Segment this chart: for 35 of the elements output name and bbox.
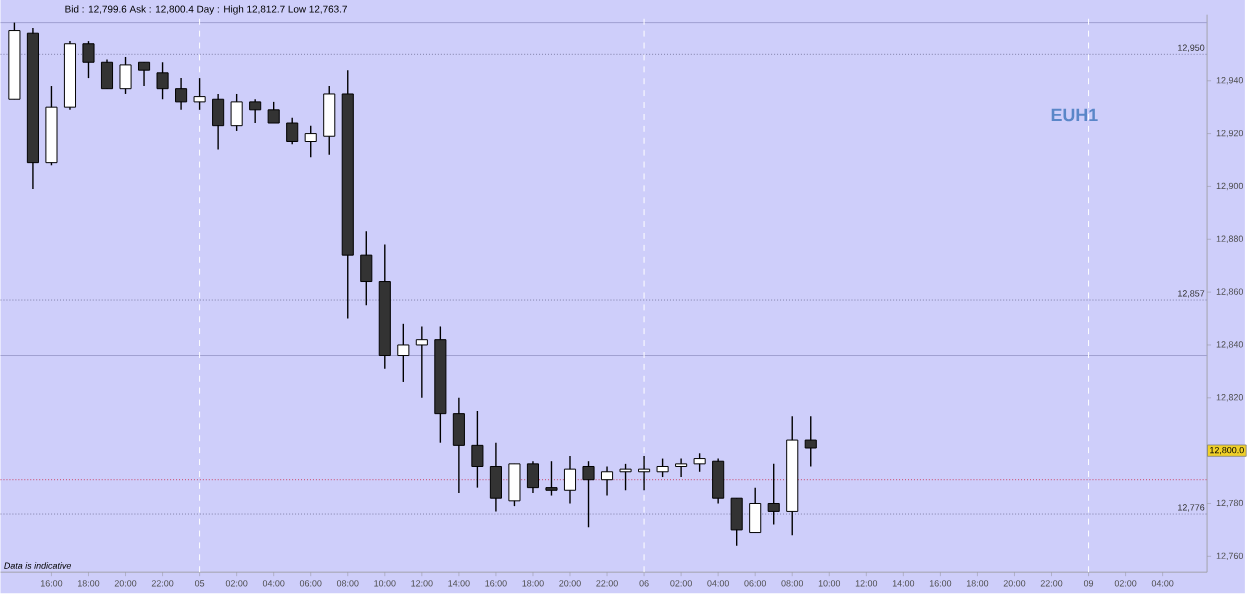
candlestick	[230, 93, 243, 132]
candlestick	[582, 460, 595, 529]
candlestick	[267, 101, 280, 125]
candlestick	[489, 442, 502, 513]
candlestick	[675, 458, 688, 479]
candlestick	[600, 466, 614, 497]
candlestick	[137, 61, 151, 88]
candlestick	[452, 397, 465, 494]
candlestick	[471, 410, 484, 489]
candlestick	[508, 463, 521, 508]
candlestick	[82, 40, 95, 80]
candlestick	[545, 460, 558, 497]
candlestick	[360, 230, 373, 307]
candlestick	[175, 77, 188, 111]
candlestick	[323, 85, 336, 156]
candlestick	[304, 125, 317, 159]
candlestick	[156, 61, 169, 101]
candlestick	[656, 458, 669, 479]
candlestick	[563, 455, 577, 505]
candlestick	[100, 59, 114, 90]
text: EUH1	[1051, 109, 1098, 122]
candlestick	[730, 497, 743, 547]
candlestick	[712, 458, 725, 505]
candlestick	[397, 323, 410, 383]
candlestick	[804, 415, 817, 468]
candlestick	[767, 463, 780, 526]
candlestick	[415, 326, 428, 399]
candlestick	[249, 98, 262, 125]
candlestick	[526, 460, 540, 494]
candlestick	[286, 117, 299, 146]
candlestick	[619, 463, 632, 492]
candlestick	[119, 56, 132, 95]
candlestick	[749, 487, 762, 534]
candlestick	[212, 93, 225, 151]
candlestick	[693, 452, 706, 473]
